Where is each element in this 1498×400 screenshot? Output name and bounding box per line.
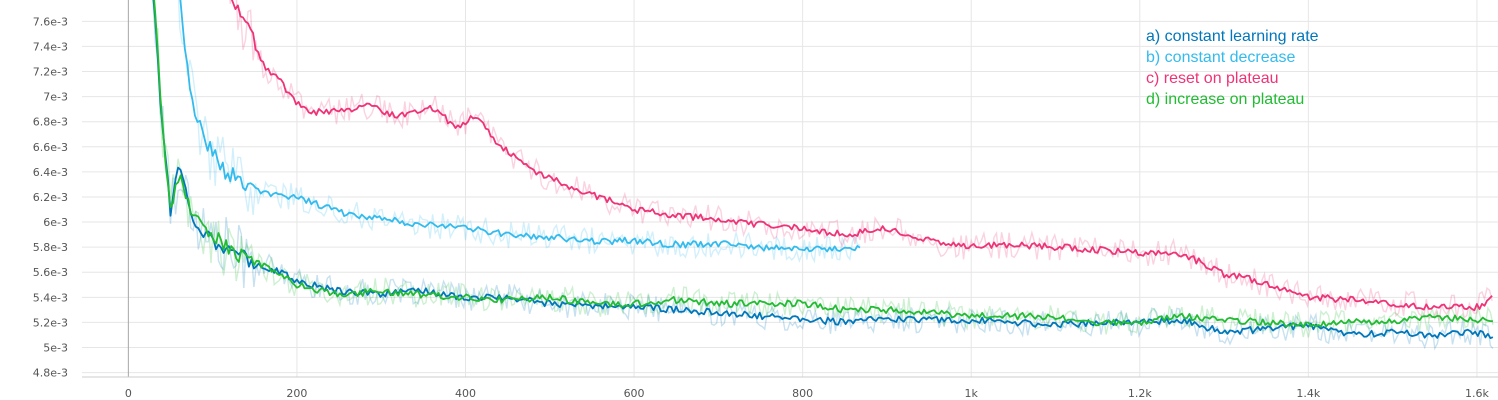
x-tick-label: 200: [286, 387, 307, 400]
x-tick-label: 600: [624, 387, 645, 400]
legend-entry-c: c) reset on plateau: [1146, 70, 1279, 87]
y-tick-label: 5.6e-3: [33, 266, 68, 279]
series-line-1: [152, 0, 1494, 339]
legend: a) constant learning rate b) constant de…: [1146, 28, 1319, 108]
y-tick-label: 4.8e-3: [33, 367, 68, 380]
y-tick-label: 6.2e-3: [33, 191, 68, 204]
y-tick-label: 5e-3: [43, 342, 68, 355]
series-line-2: [179, 0, 861, 253]
x-tick-label: 1.6k: [1465, 387, 1489, 400]
y-tick-label: 6e-3: [43, 216, 68, 229]
y-tick-label: 7.6e-3: [33, 15, 68, 28]
y-tick-label: 5.4e-3: [33, 291, 68, 304]
x-tick-label: 400: [455, 387, 476, 400]
y-tick-label: 6.4e-3: [33, 166, 68, 179]
x-tick-label: 1.4k: [1296, 387, 1320, 400]
series-raw-line-4: [152, 0, 1494, 338]
grid: [82, 0, 1498, 377]
legend-entry-b: b) constant decrease: [1146, 49, 1296, 66]
y-tick-label: 7e-3: [43, 91, 68, 104]
y-tick-label: 6.8e-3: [33, 116, 68, 129]
legend-entry-d: d) increase on plateau: [1146, 91, 1304, 108]
x-tick-label: 1k: [965, 387, 979, 400]
series-line-4: [153, 0, 1493, 329]
y-tick-label: 5.2e-3: [33, 316, 68, 329]
series-raw-line-3: [229, 0, 1493, 321]
y-tick-label: 6.6e-3: [33, 141, 68, 154]
series-line-3: [231, 0, 1493, 312]
x-tick-label: 1.2k: [1128, 387, 1152, 400]
y-tick-label: 7.2e-3: [33, 66, 68, 79]
x-tick-label: 800: [792, 387, 813, 400]
legend-entry-a: a) constant learning rate: [1146, 28, 1319, 45]
series-smoothed-layer: [152, 0, 1494, 339]
y-tick-label: 5.8e-3: [33, 241, 68, 254]
axes: 4.8e-3 5e-3 5.2e-3 5.4e-3 5.6e-3 5.8e-3 6e-3 6.…: [33, 15, 1498, 400]
x-tick-label: 0: [125, 387, 132, 400]
y-tick-label: 7.4e-3: [33, 40, 68, 53]
series-raw-line-2: [177, 0, 861, 264]
